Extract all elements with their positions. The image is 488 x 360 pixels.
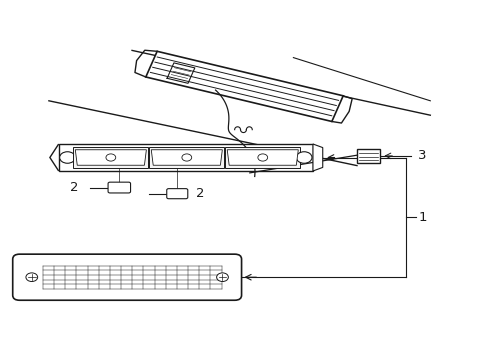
Circle shape [26,273,38,282]
Text: 2: 2 [195,187,203,200]
Bar [73,147,148,168]
Polygon shape [151,150,222,165]
FancyBboxPatch shape [166,189,187,199]
Circle shape [106,154,116,161]
Polygon shape [75,150,146,165]
Circle shape [257,154,267,161]
Circle shape [216,273,228,282]
Bar [59,144,312,171]
Bar [225,147,300,168]
Text: 1: 1 [417,211,426,224]
Circle shape [60,152,75,163]
Polygon shape [312,144,322,171]
Bar [149,147,224,168]
Circle shape [296,152,311,163]
FancyBboxPatch shape [13,254,241,300]
FancyBboxPatch shape [108,182,130,193]
Polygon shape [227,150,298,165]
Polygon shape [145,51,343,121]
Text: 3: 3 [417,149,426,162]
Bar [356,149,380,163]
Circle shape [182,154,191,161]
Text: 2: 2 [70,181,78,194]
